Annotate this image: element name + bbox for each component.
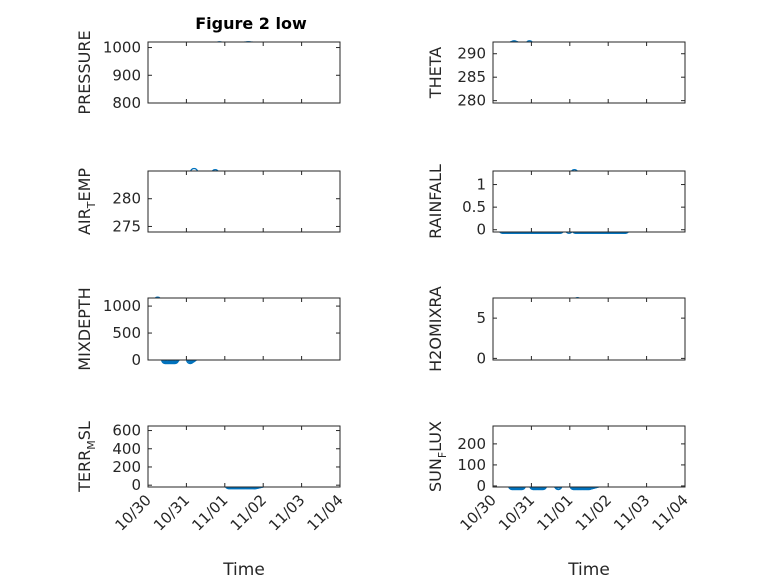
y-tick-label: 280	[112, 190, 141, 208]
y-tick-label: 100	[457, 456, 486, 474]
x-tick-label: 11/04	[304, 491, 347, 534]
y-tick-label: 200	[457, 435, 486, 453]
x-tick-label: 11/02	[572, 491, 615, 534]
y-axis-label: SUNFLUX	[426, 421, 449, 492]
y-axis-label: H2OMIXRA	[426, 286, 445, 372]
x-tick-label: 11/04	[649, 491, 692, 534]
subplot-mixdepth: 0 500 1000 MIXDEPTH	[75, 287, 341, 371]
y-axis-label: PRESSURE	[75, 30, 94, 114]
axis-frame	[492, 425, 686, 488]
x-tick-label: 10/30	[457, 491, 500, 534]
y-tick-label: 0	[476, 221, 486, 239]
y-tick-label: 200	[112, 458, 141, 476]
axis-frame	[147, 425, 341, 488]
y-tick-label: 0	[131, 351, 141, 369]
y-axis-label: THETA	[426, 47, 445, 99]
y-tick-label: 290	[457, 45, 486, 63]
x-tick-label: 11/03	[265, 491, 308, 534]
y-tick-label: 1000	[103, 297, 141, 315]
subplot-theta: 280 285 290 THETA	[426, 40, 686, 110]
y-tick-label: 500	[112, 324, 141, 342]
y-tick-label: 5	[476, 309, 486, 327]
y-tick-label: 600	[112, 422, 141, 440]
x-tick-label: 11/03	[610, 491, 653, 534]
y-tick-label: 0	[476, 349, 486, 367]
y-tick-label: 1000	[103, 39, 141, 57]
x-tick-label: 10/30	[112, 491, 155, 534]
y-tick-label: 800	[112, 94, 141, 112]
y-tick-label: 0.5	[462, 198, 486, 216]
y-tick-label: 285	[457, 68, 486, 86]
x-tick-label: 10/31	[150, 491, 193, 534]
axis-frame	[147, 170, 341, 233]
axis-frame	[147, 41, 341, 104]
x-tick-label: 11/01	[533, 491, 576, 534]
axis-frame	[492, 170, 686, 233]
y-axis-label: TERRMSL	[75, 421, 98, 493]
subplot-pressure: 800 900 1000 PRESSURE	[75, 30, 341, 115]
axis-frame	[147, 297, 341, 361]
subplot-rainfall: 0 0.5 1 RAINFALL	[426, 164, 686, 239]
y-tick-label: 1	[476, 176, 486, 194]
x-axis-label: Time	[222, 560, 265, 580]
y-tick-label: 0	[131, 476, 141, 494]
subplot-air_temp: 275 280 AIRTEMP	[75, 168, 341, 235]
y-tick-label: 0	[476, 477, 486, 495]
y-axis-label: AIRTEMP	[75, 168, 98, 235]
y-tick-label: 280	[457, 92, 486, 110]
y-tick-label: 400	[112, 440, 141, 458]
y-tick-label: 275	[112, 217, 141, 235]
x-tick-label: 11/02	[227, 491, 270, 534]
axis-frame	[492, 41, 686, 104]
x-axis-label: Time	[567, 560, 610, 580]
axis-frame	[492, 297, 686, 361]
y-tick-label: 900	[112, 66, 141, 84]
figure-title: Figure 2 low	[195, 14, 307, 33]
subplot-h2omixra: 0 5 H2OMIXRA	[426, 286, 686, 372]
x-tick-label: 11/01	[188, 491, 231, 534]
x-tick-label: 10/31	[495, 491, 538, 534]
y-axis-label: RAINFALL	[426, 164, 445, 239]
y-axis-label: MIXDEPTH	[75, 287, 94, 370]
